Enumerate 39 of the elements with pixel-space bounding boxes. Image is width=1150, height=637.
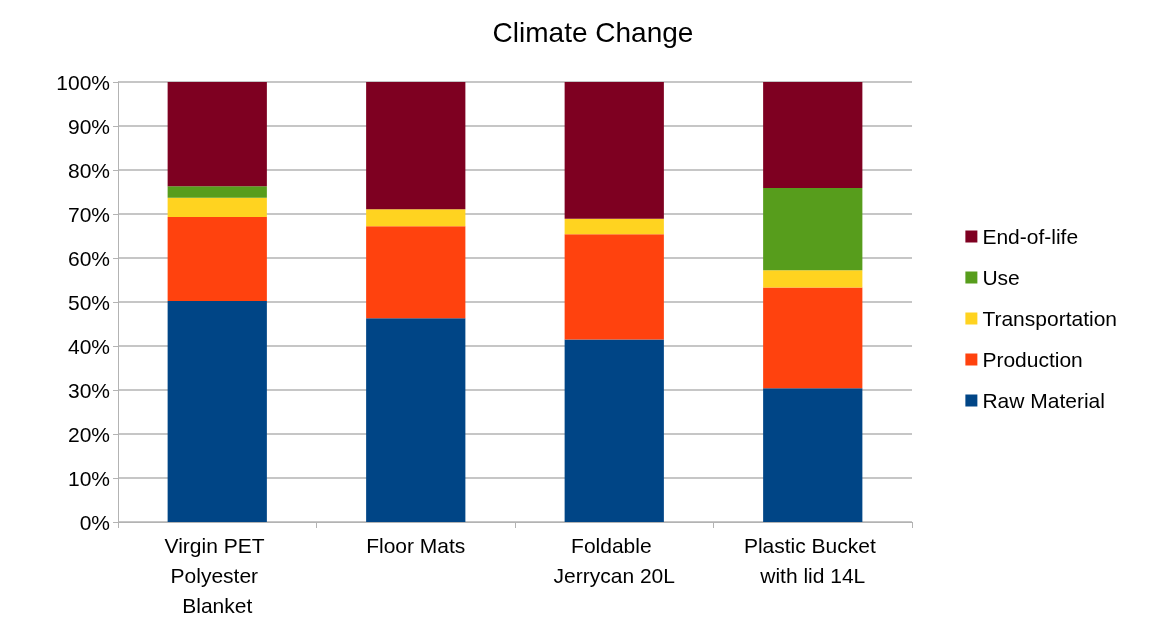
bar: [167, 186, 267, 198]
bar: [564, 82, 664, 219]
bar: [366, 209, 466, 227]
y-tick-label: 50%: [67, 290, 110, 314]
y-tick-label: 0%: [79, 510, 110, 534]
bar: [366, 226, 466, 319]
bar: [366, 82, 466, 210]
legend-label: End-of-life: [982, 225, 1079, 248]
x-tick-label: Foldable Jerrycan 20L: [553, 533, 675, 587]
bar: [763, 270, 863, 288]
bar: [564, 218, 664, 235]
legend-label: Use: [982, 266, 1020, 289]
bar: [167, 301, 267, 522]
bar: [167, 197, 267, 218]
bar: [167, 217, 267, 302]
y-tick-label: 70%: [67, 202, 110, 226]
bar: [763, 287, 863, 389]
x-tick-label: Plastic Bucket with lid 14L: [743, 533, 882, 587]
bar: [763, 82, 863, 189]
bar: [763, 388, 863, 522]
y-tick-label: 90%: [67, 114, 110, 138]
y-tick-label: 10%: [67, 466, 110, 490]
x-tick-label: Virgin PET Polyester Blanket: [164, 533, 270, 617]
bar: [564, 234, 664, 340]
chart-title: Climate Change: [492, 16, 694, 48]
legend-label: Raw Material: [982, 389, 1105, 412]
legend-label: Transportation: [982, 307, 1117, 330]
y-tick-label: 40%: [67, 334, 110, 358]
y-tick-label: 30%: [67, 378, 110, 402]
bar: [366, 318, 466, 522]
y-tick-label: 60%: [67, 246, 110, 270]
bar: [763, 188, 863, 271]
bar: [564, 339, 664, 522]
y-tick-label: 80%: [67, 158, 110, 182]
y-tick-label: 20%: [67, 422, 110, 446]
bar: [167, 82, 267, 187]
y-tick-label: 100%: [56, 70, 110, 94]
legend-label: Production: [982, 348, 1083, 371]
x-tick-label: Floor Mats: [366, 533, 466, 557]
